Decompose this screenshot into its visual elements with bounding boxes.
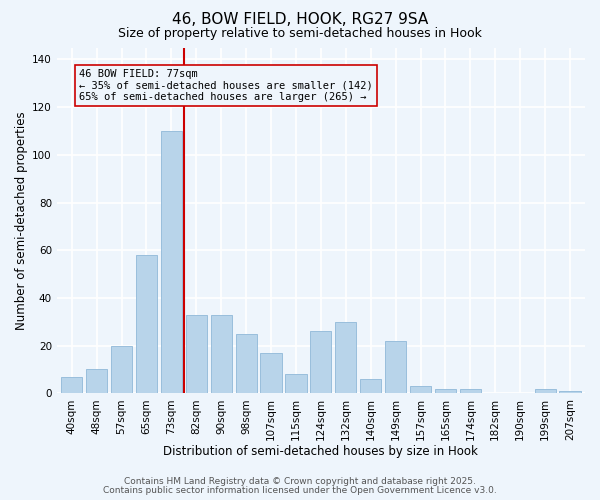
Y-axis label: Number of semi-detached properties: Number of semi-detached properties xyxy=(15,111,28,330)
Bar xyxy=(236,334,257,394)
Bar xyxy=(286,374,307,394)
Text: Contains public sector information licensed under the Open Government Licence v3: Contains public sector information licen… xyxy=(103,486,497,495)
Bar xyxy=(559,391,581,394)
X-axis label: Distribution of semi-detached houses by size in Hook: Distribution of semi-detached houses by … xyxy=(163,444,478,458)
Bar xyxy=(360,379,382,394)
Text: 46, BOW FIELD, HOOK, RG27 9SA: 46, BOW FIELD, HOOK, RG27 9SA xyxy=(172,12,428,28)
Bar xyxy=(136,255,157,394)
Text: Contains HM Land Registry data © Crown copyright and database right 2025.: Contains HM Land Registry data © Crown c… xyxy=(124,477,476,486)
Bar xyxy=(460,388,481,394)
Bar xyxy=(310,332,331,394)
Bar xyxy=(410,386,431,394)
Text: 46 BOW FIELD: 77sqm
← 35% of semi-detached houses are smaller (142)
65% of semi-: 46 BOW FIELD: 77sqm ← 35% of semi-detach… xyxy=(79,69,373,102)
Bar xyxy=(535,388,556,394)
Bar xyxy=(186,314,207,394)
Bar xyxy=(161,131,182,394)
Bar xyxy=(61,376,82,394)
Bar xyxy=(260,353,281,394)
Bar xyxy=(86,370,107,394)
Text: Size of property relative to semi-detached houses in Hook: Size of property relative to semi-detach… xyxy=(118,28,482,40)
Bar xyxy=(435,388,456,394)
Bar xyxy=(385,341,406,394)
Bar xyxy=(211,314,232,394)
Bar xyxy=(335,322,356,394)
Bar xyxy=(111,346,132,394)
